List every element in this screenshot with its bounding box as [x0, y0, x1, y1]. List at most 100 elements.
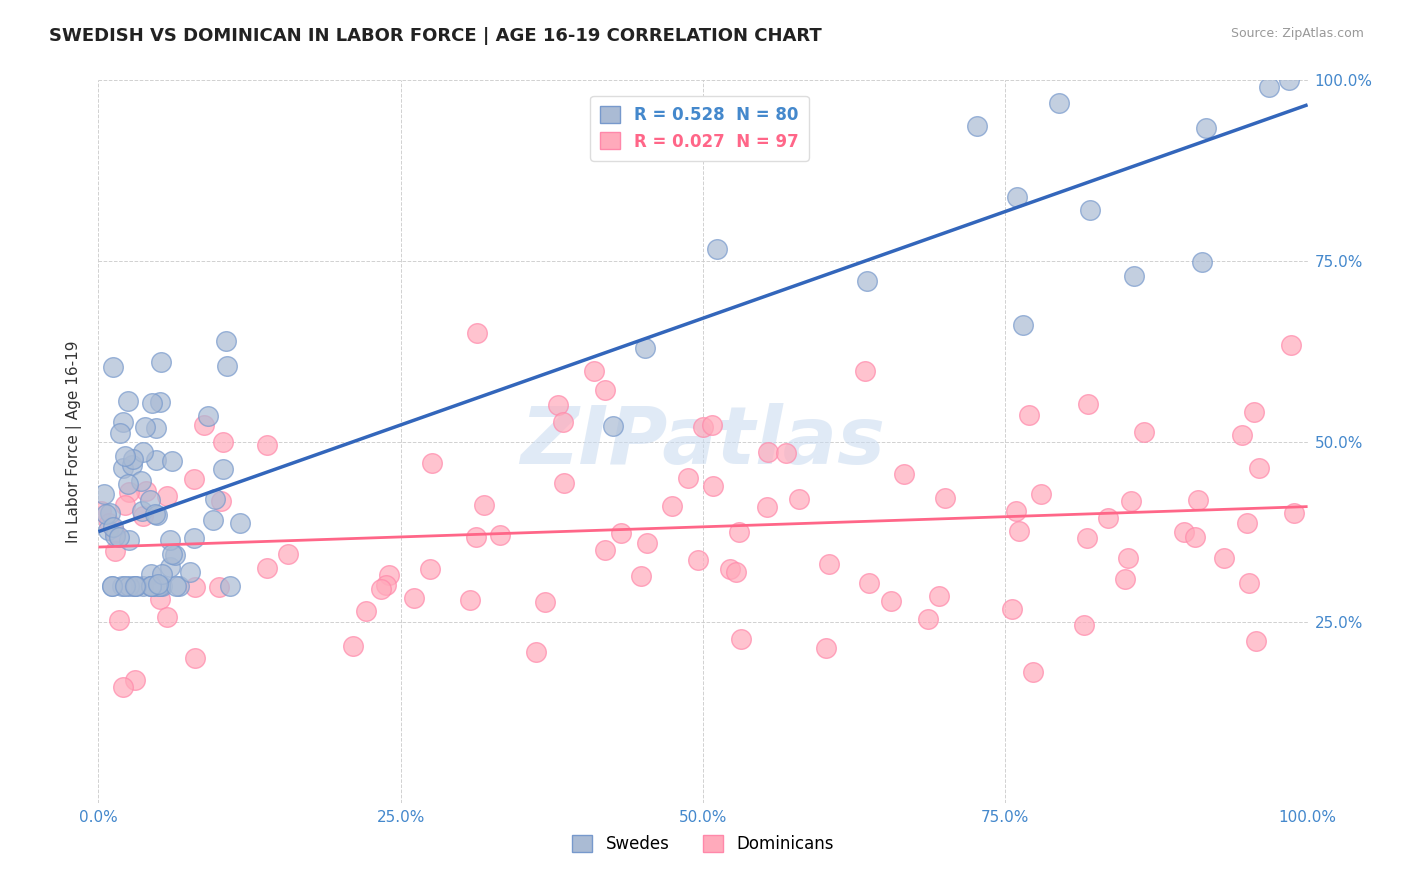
- Point: [117, 477, 139, 491]
- Point: [465, 326, 488, 340]
- Point: [141, 396, 163, 410]
- Point: [111, 680, 134, 694]
- Point: [686, 553, 709, 567]
- Point: [893, 467, 915, 481]
- Point: [211, 462, 233, 476]
- Point: [211, 434, 233, 449]
- Point: [131, 445, 153, 459]
- Point: [1243, 404, 1265, 418]
- Point: [1213, 551, 1236, 566]
- Point: [661, 499, 683, 513]
- Point: [117, 393, 139, 408]
- Point: [402, 591, 425, 605]
- Point: [145, 453, 167, 467]
- Point: [167, 579, 190, 593]
- Point: [534, 595, 557, 609]
- Point: [547, 398, 569, 412]
- Point: [156, 609, 179, 624]
- Point: [1076, 531, 1098, 545]
- Point: [114, 498, 136, 512]
- Point: [1247, 461, 1270, 475]
- Point: [724, 565, 747, 579]
- Point: [1244, 634, 1267, 648]
- Point: [678, 470, 700, 484]
- Text: Source: ZipAtlas.com: Source: ZipAtlas.com: [1230, 27, 1364, 40]
- Point: [121, 458, 143, 473]
- Point: [1173, 525, 1195, 540]
- Point: [160, 454, 183, 468]
- Point: [104, 544, 127, 558]
- Point: [93, 487, 115, 501]
- Point: [183, 532, 205, 546]
- Point: [193, 418, 215, 433]
- Point: [131, 579, 153, 593]
- Point: [148, 577, 170, 591]
- Point: [1077, 397, 1099, 411]
- Point: [602, 418, 624, 433]
- Point: [215, 359, 238, 373]
- Point: [1097, 511, 1119, 525]
- Point: [756, 500, 779, 514]
- Point: [139, 579, 162, 593]
- Point: [159, 533, 181, 548]
- Point: [100, 579, 122, 593]
- Point: [489, 527, 512, 541]
- Point: [104, 529, 127, 543]
- Y-axis label: In Labor Force | Age 16-19: In Labor Force | Age 16-19: [66, 340, 83, 543]
- Point: [1018, 408, 1040, 422]
- Point: [1282, 506, 1305, 520]
- Point: [125, 579, 148, 593]
- Point: [702, 479, 724, 493]
- Point: [121, 452, 143, 467]
- Point: [692, 420, 714, 434]
- Point: [1258, 80, 1281, 95]
- Point: [142, 579, 165, 593]
- Point: [706, 242, 728, 256]
- Point: [165, 548, 187, 562]
- Point: [419, 562, 441, 576]
- Point: [1005, 190, 1028, 204]
- Point: [124, 579, 146, 593]
- Point: [184, 580, 207, 594]
- Point: [636, 535, 658, 549]
- Point: [156, 489, 179, 503]
- Point: [855, 364, 877, 378]
- Point: [756, 445, 779, 459]
- Point: [858, 576, 880, 591]
- Point: [880, 594, 903, 608]
- Point: [720, 562, 742, 576]
- Point: [145, 420, 167, 434]
- Point: [582, 364, 605, 378]
- Point: [526, 645, 548, 659]
- Point: [111, 579, 134, 593]
- Point: [934, 491, 956, 505]
- Point: [96, 507, 118, 521]
- Point: [593, 383, 616, 397]
- Point: [149, 395, 172, 409]
- Point: [1005, 504, 1028, 518]
- Point: [787, 492, 810, 507]
- Point: [160, 547, 183, 561]
- Point: [124, 673, 146, 687]
- Point: [342, 639, 364, 653]
- Point: [118, 579, 141, 593]
- Point: [1195, 120, 1218, 135]
- Point: [1121, 493, 1143, 508]
- Point: [630, 569, 652, 583]
- Point: [1001, 602, 1024, 616]
- Point: [101, 520, 124, 534]
- Point: [472, 498, 495, 512]
- Point: [179, 566, 201, 580]
- Point: [256, 561, 278, 575]
- Point: [139, 579, 162, 593]
- Point: [1047, 95, 1070, 110]
- Point: [138, 493, 160, 508]
- Point: [90, 504, 112, 518]
- Point: [124, 579, 146, 593]
- Point: [139, 579, 162, 593]
- Point: [208, 580, 231, 594]
- Point: [553, 415, 575, 429]
- Point: [377, 568, 399, 582]
- Point: [101, 579, 124, 593]
- Point: [104, 526, 127, 541]
